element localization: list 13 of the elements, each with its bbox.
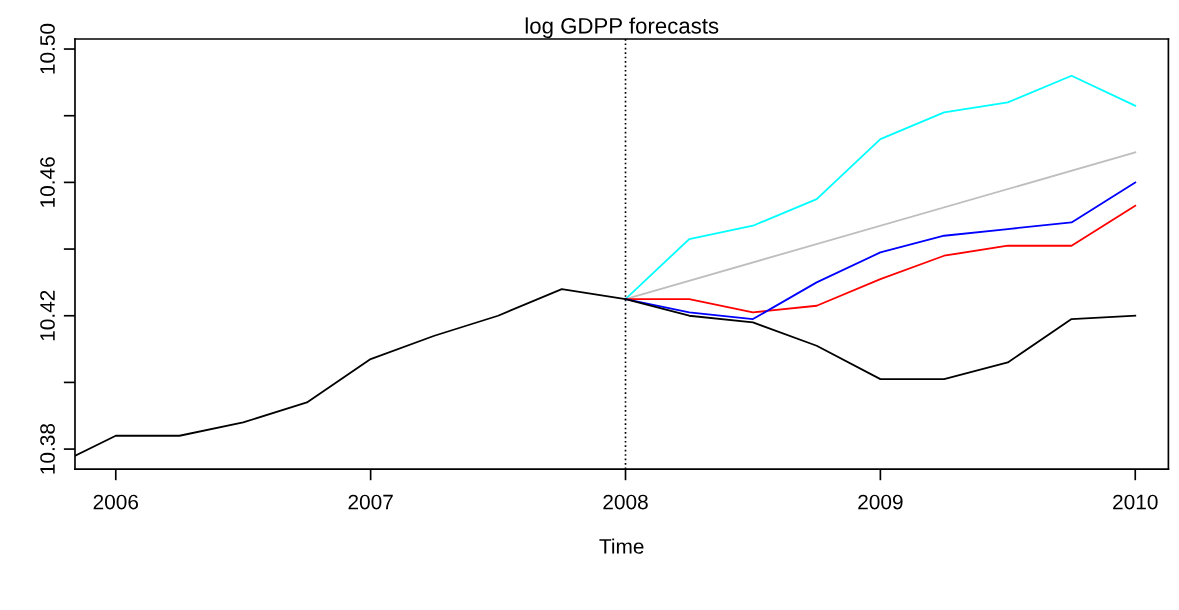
x-tick-label: 2008 <box>603 494 648 510</box>
line-series <box>624 74 1137 300</box>
x-axis-title: Time <box>599 538 644 554</box>
x-tick-label: 2009 <box>858 494 903 510</box>
x-tick-label: 2007 <box>348 494 393 510</box>
y-tick-label: 10.50 <box>40 23 55 74</box>
y-tick-label: 10.38 <box>40 423 55 474</box>
x-tick-label: 2006 <box>93 494 139 510</box>
chart-title: log GDPP forecasts <box>525 17 719 39</box>
y-tick-label: 10.42 <box>40 290 55 341</box>
line-series <box>624 204 1137 314</box>
y-tick-label: 10.46 <box>40 157 55 207</box>
x-tick-label: 2010 <box>1113 494 1158 510</box>
